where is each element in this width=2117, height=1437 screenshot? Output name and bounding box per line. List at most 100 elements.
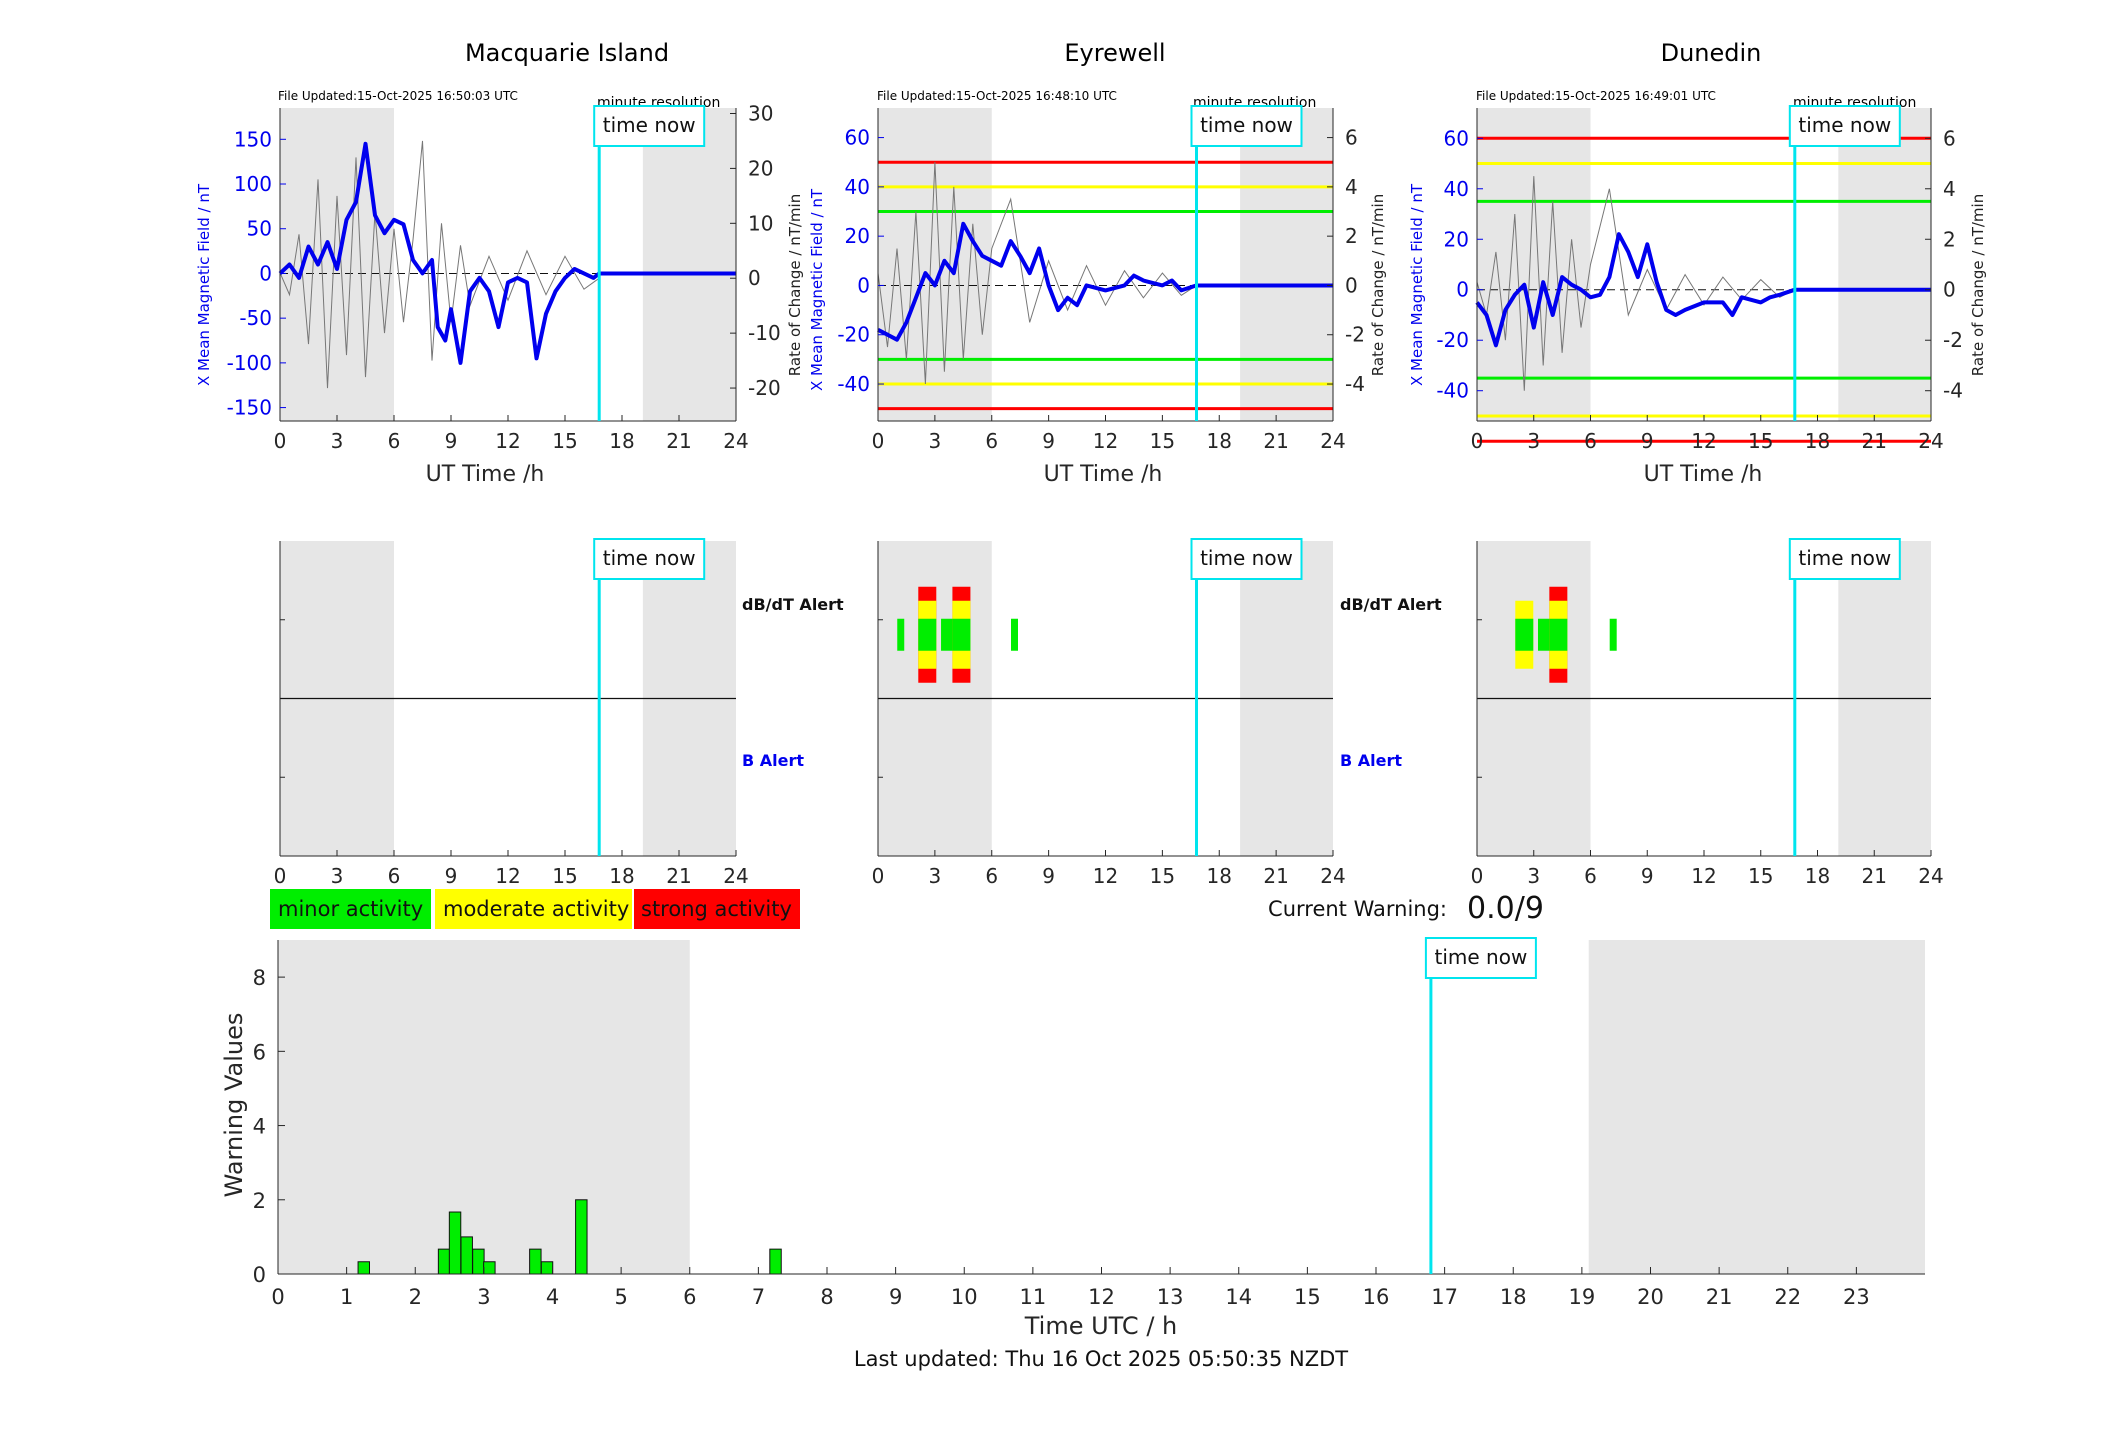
field-line-eyrewell — [877, 221, 1198, 342]
xtick-label-dunedin-0: 0 — [1471, 429, 1484, 453]
xtick-label-macquarie-0: 0 — [274, 429, 287, 453]
warning-xtick-label-6: 6 — [683, 1285, 696, 1309]
ytick-right-label-dunedin-0: 6 — [1943, 126, 1956, 150]
warning-xtick-label-15: 15 — [1294, 1285, 1321, 1309]
alert-xtick-label-macquarie-2: 6 — [388, 864, 401, 888]
warning-bar-3 — [460, 1236, 473, 1275]
ytick-left-label-eyrewell-3: 0 — [857, 273, 870, 297]
station-title-eyrewell: Eyrewell — [1064, 39, 1165, 67]
night-shading-eyrewell-0 — [878, 108, 992, 421]
warning-chart-ylabel: Warning Values — [220, 1013, 248, 1198]
ylabel-left-macquarie: X Mean Magnetic Field / nT — [195, 183, 213, 386]
file-updated-macquarie: File Updated:15-Oct-2025 16:50:03 UTC — [278, 89, 518, 103]
current-warning-label: Current Warning: — [1268, 897, 1447, 921]
ytick-right-label-macquarie-0: 30 — [748, 101, 773, 125]
ytick-left-label-macquarie-6: -150 — [227, 396, 272, 420]
dbdt-alert-label-macquarie: dB/dT Alert — [742, 595, 844, 614]
ytick-right-label-eyrewell-0: 6 — [1345, 126, 1358, 150]
warning-xtick-label-23: 23 — [1843, 1285, 1870, 1309]
alert-xtick-label-dunedin-3: 9 — [1641, 864, 1654, 888]
time-now-label-top-eyrewell: time now — [1200, 113, 1293, 137]
field-panel-eyrewell: 0 3 6 9 12 15 18 21 246040200-20-406420-2-4time … — [837, 105, 1365, 453]
ytick-left-label-macquarie-1: 100 — [234, 172, 272, 196]
xlabel-ut-macquarie: UT Time /h — [426, 462, 545, 487]
station-title-macquarie: Macquarie Island — [465, 39, 669, 67]
ytick-right-label-eyrewell-3: 0 — [1345, 273, 1358, 297]
ytick-left-label-eyrewell-2: 20 — [845, 224, 870, 248]
alert-xtick-label-macquarie-6: 18 — [609, 864, 634, 888]
xtick-label-eyrewell-4: 12 — [1093, 429, 1118, 453]
alert-xtick-label-eyrewell-1: 3 — [929, 864, 942, 888]
time-now-label-mid-eyrewell: time now — [1200, 546, 1293, 570]
warning-bar-6 — [529, 1248, 542, 1275]
alert-xtick-label-eyrewell-0: 0 — [872, 864, 885, 888]
warning-bar-4 — [472, 1248, 485, 1275]
ytick-right-label-dunedin-3: 0 — [1943, 278, 1956, 302]
ytick-left-label-dunedin-1: 40 — [1444, 177, 1469, 201]
alert-xtick-label-dunedin-6: 18 — [1805, 864, 1830, 888]
field-line-macquarie — [278, 141, 601, 365]
xtick-label-macquarie-1: 3 — [331, 429, 344, 453]
ytick-left-label-macquarie-0: 150 — [234, 127, 272, 151]
warning-ytick-label-1: 6 — [253, 1040, 266, 1064]
xtick-label-macquarie-8: 24 — [723, 429, 748, 453]
warning-bar-7 — [540, 1261, 554, 1275]
last-updated-text: Last updated: Thu 16 Oct 2025 05:50:35 N… — [854, 1347, 1348, 1371]
ytick-right-label-macquarie-3: 0 — [748, 266, 761, 290]
warning-night-shading-1 — [1588, 940, 1925, 1274]
ylabel-right-eyrewell: Rate of Change / nT/min — [1369, 194, 1387, 376]
xtick-label-eyrewell-3: 9 — [1042, 429, 1055, 453]
alert-xtick-label-dunedin-7: 21 — [1862, 864, 1887, 888]
warning-xtick-label-22: 22 — [1774, 1285, 1801, 1309]
xtick-label-dunedin-7: 21 — [1862, 429, 1887, 453]
warning-xtick-label-17: 17 — [1431, 1285, 1458, 1309]
warning-chart-xlabel: Time UTC / h — [1024, 1312, 1178, 1340]
time-now-label-mid-dunedin: time now — [1798, 546, 1891, 570]
xlabel-ut-dunedin: UT Time /h — [1644, 462, 1763, 487]
xtick-label-eyrewell-8: 24 — [1320, 429, 1345, 453]
alert-xtick-label-eyrewell-8: 24 — [1320, 864, 1345, 888]
dbdt-alert-minor-eyrewell-3 — [952, 618, 971, 651]
ytick-right-label-macquarie-1: 20 — [748, 156, 773, 180]
warning-xtick-label-1: 1 — [340, 1285, 353, 1309]
ylabel-right-macquarie: Rate of Change / nT/min — [786, 194, 804, 376]
xtick-label-dunedin-3: 9 — [1641, 429, 1654, 453]
ytick-left-label-dunedin-5: -40 — [1436, 379, 1469, 403]
ylabel-left-eyrewell: X Mean Magnetic Field / nT — [808, 188, 826, 391]
warning-xtick-label-18: 18 — [1500, 1285, 1527, 1309]
alert-xtick-label-macquarie-0: 0 — [274, 864, 287, 888]
dbdt-alert-label-eyrewell: dB/dT Alert — [1340, 595, 1442, 614]
legend-strong-swatch — [634, 889, 800, 929]
alert-xtick-label-dunedin-4: 12 — [1691, 864, 1716, 888]
b-alert-label-macquarie: B Alert — [742, 751, 804, 770]
dbdt-alert-minor-eyrewell-0 — [897, 618, 905, 651]
time-now-label-bottom: time now — [1434, 945, 1527, 969]
ytick-right-label-dunedin-2: 2 — [1943, 227, 1956, 251]
ytick-left-label-eyrewell-5: -40 — [837, 372, 870, 396]
time-now-box-bottom — [1424, 937, 1537, 979]
warning-xtick-label-3: 3 — [477, 1285, 490, 1309]
time-now-label-top-macquarie: time now — [603, 113, 696, 137]
warning-xtick-label-19: 19 — [1569, 1285, 1596, 1309]
ytick-right-label-macquarie-2: 10 — [748, 211, 773, 235]
field-panel-dunedin: 0 3 6 9 12 15 18 21 246040200-20-406420-2-4time … — [1436, 105, 1963, 453]
ytick-right-label-dunedin-4: -2 — [1943, 328, 1963, 352]
warning-ytick-label-2: 4 — [253, 1115, 266, 1139]
ytick-left-label-eyrewell-0: 60 — [845, 126, 870, 150]
warning-ytick-label-4: 0 — [253, 1263, 266, 1287]
xtick-label-eyrewell-0: 0 — [872, 429, 885, 453]
ytick-left-label-macquarie-4: -50 — [239, 306, 272, 330]
warning-bar-9 — [769, 1248, 782, 1275]
xtick-label-macquarie-4: 12 — [495, 429, 520, 453]
b-alert-label-eyrewell: B Alert — [1340, 751, 1402, 770]
ytick-right-label-eyrewell-5: -4 — [1345, 372, 1365, 396]
ytick-left-label-eyrewell-4: -20 — [837, 323, 870, 347]
xtick-label-dunedin-8: 24 — [1918, 429, 1943, 453]
warning-night-shading-0 — [278, 940, 690, 1274]
ytick-left-label-macquarie-5: -100 — [227, 351, 272, 375]
xtick-label-eyrewell-5: 15 — [1150, 429, 1175, 453]
xtick-label-dunedin-5: 15 — [1748, 429, 1773, 453]
time-now-box-top-eyrewell — [1190, 105, 1303, 147]
warning-xtick-label-7: 7 — [752, 1285, 765, 1309]
warning-xtick-label-12: 12 — [1088, 1285, 1115, 1309]
